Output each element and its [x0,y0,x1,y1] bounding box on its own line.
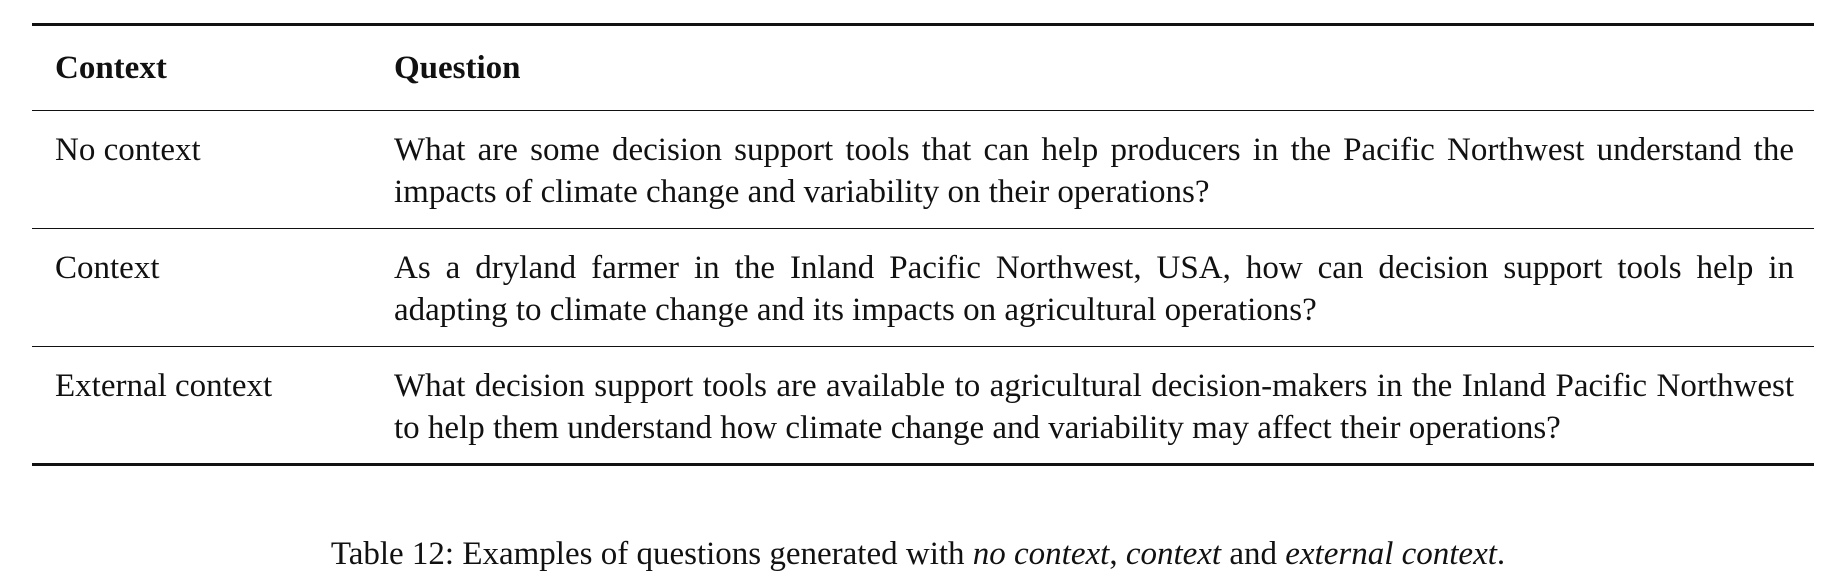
context-cell: Context [55,250,160,286]
caption-term-no-context: no context [972,536,1110,572]
table-header: Context Question [32,24,1814,111]
table-row: No context What are some decision suppor… [32,111,1814,229]
question-cell: What decision support tools are availabl… [394,368,1794,446]
caption-term-external-context: external context [1285,536,1497,572]
questions-table: Context Question No context What are som… [32,23,1814,466]
table-row: External context What decision support t… [32,347,1814,465]
header-row: Context Question [32,24,1814,111]
context-cell: No context [55,132,201,168]
caption-separator: and [1221,536,1286,572]
question-cell: What are some decision support tools tha… [394,132,1794,210]
header-question: Question [394,50,521,86]
header-context: Context [55,50,167,86]
caption-prefix: Table 12: Examples of questions generate… [330,536,973,572]
questions-table-container: Context Question No context What are som… [32,23,1814,466]
caption-term-context: context [1125,536,1222,572]
caption-suffix: . [1496,536,1506,572]
question-cell: As a dryland farmer in the Inland Pacifi… [394,250,1794,328]
table-body: No context What are some decision suppor… [32,111,1814,465]
table-caption: Table 12: Examples of questions generate… [0,533,1836,575]
context-cell: External context [55,368,273,404]
caption-separator: , [1109,536,1126,572]
table-row: Context As a dryland farmer in the Inlan… [32,229,1814,347]
